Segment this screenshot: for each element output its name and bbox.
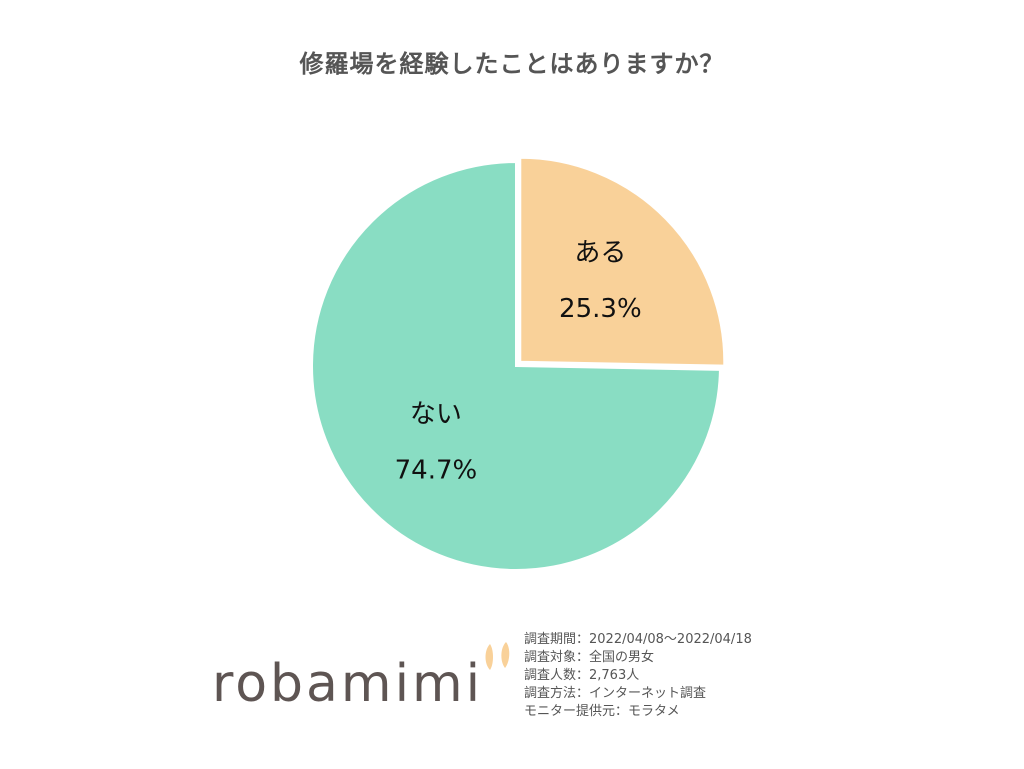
survey-method: 調査方法：インターネット調査 bbox=[524, 686, 707, 701]
chart-title: 修羅場を経験したことはありますか？ bbox=[299, 50, 725, 78]
logo-text: robamimi bbox=[212, 654, 484, 714]
slice-value-0: 25.3% bbox=[559, 294, 642, 324]
pie-slice-0 bbox=[519, 156, 726, 367]
survey-info: 調査期間：2022/04/08～2022/04/18 調査対象：全国の男女 調査… bbox=[524, 631, 752, 721]
slice-label-1: ない bbox=[410, 400, 462, 430]
slice-value-1: 74.7% bbox=[395, 456, 478, 486]
survey-provider: モニター提供元：モラタメ bbox=[524, 704, 680, 719]
survey-period: 調査期間：2022/04/08～2022/04/18 bbox=[524, 632, 752, 647]
robamimi-logo: robamimi bbox=[212, 640, 512, 720]
survey-count: 調査人数：2,763人 bbox=[524, 668, 640, 683]
survey-target: 調査対象：全国の男女 bbox=[524, 650, 655, 665]
pie-slice-1 bbox=[311, 160, 721, 571]
rabbit-ears-icon bbox=[485, 642, 510, 670]
slice-label-0: ある bbox=[574, 238, 626, 268]
